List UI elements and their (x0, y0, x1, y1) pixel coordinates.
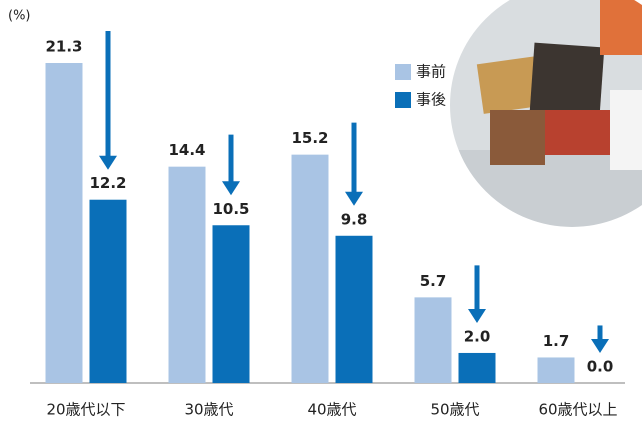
bar (46, 63, 83, 383)
x-tick-label: 40歳代 (307, 401, 356, 419)
arrow-head (591, 339, 609, 353)
value-label: 1.7 (543, 332, 570, 350)
legend-label: 事後 (416, 91, 446, 109)
bar (459, 353, 496, 383)
value-label: 5.7 (420, 272, 447, 290)
legend-swatch (395, 64, 411, 80)
unit-label: (%) (8, 9, 31, 24)
value-label: 2.0 (464, 327, 491, 345)
value-label: 9.8 (341, 210, 368, 228)
x-tick-label: 30歳代 (184, 401, 233, 419)
bar (169, 167, 206, 383)
value-label: 0.0 (587, 358, 614, 376)
x-tick-label: 20歳代以下 (46, 401, 125, 419)
value-label: 12.2 (89, 174, 126, 192)
value-label: 14.4 (168, 141, 205, 159)
bar (90, 200, 127, 383)
bar (213, 225, 250, 383)
bar (415, 297, 452, 383)
arrow-head (468, 309, 486, 323)
legend-label: 事前 (416, 63, 446, 81)
arrow-head (345, 192, 363, 206)
bar (336, 236, 373, 383)
value-label: 15.2 (291, 129, 328, 147)
value-label: 21.3 (45, 38, 82, 56)
bar (292, 155, 329, 383)
x-tick-label: 60歳代以上 (538, 401, 617, 419)
legend-swatch (395, 92, 411, 108)
bar (538, 357, 575, 383)
x-tick-label: 50歳代 (430, 401, 479, 419)
chart: (%) 20歳代以下 21.3 12.2 30歳代 14.4 10.5 40歳代 15.2 9.… (0, 0, 642, 421)
arrow-head (222, 181, 240, 195)
arrow-head (99, 156, 117, 170)
value-label: 10.5 (212, 200, 249, 218)
